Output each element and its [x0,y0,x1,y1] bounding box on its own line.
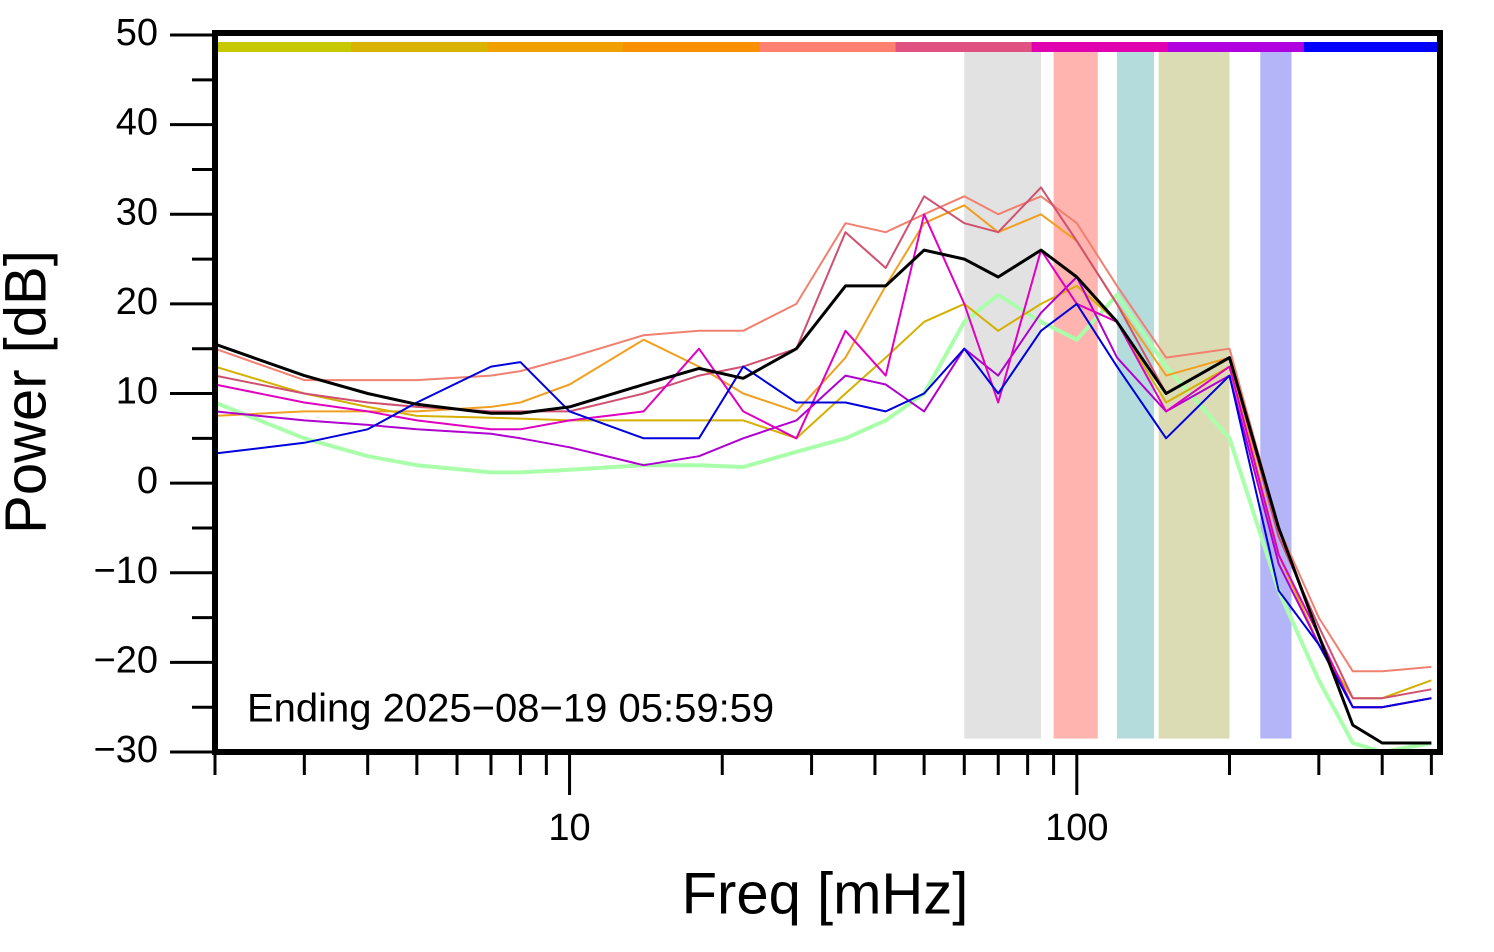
series-line [215,276,1432,709]
series-line [215,213,1432,709]
top-bar-segment [759,42,897,52]
band [1053,48,1098,739]
top-bar-segment [895,42,1033,52]
y-tick-label: 20 [116,281,158,323]
top-bar-segment [623,42,760,52]
top-bar-segment [215,42,352,52]
top-bar-segment [1167,42,1305,52]
band [1158,48,1230,739]
top-bar-segment [487,42,624,52]
top-bar-segment [1031,42,1169,52]
y-tick-label: 10 [116,371,158,413]
x-axis-label: Freq [mHz] [682,861,969,926]
band [1260,48,1292,739]
annotation: Ending 2025−08−19 05:59:59 [247,687,774,731]
band [964,48,1042,739]
lines [215,186,1432,752]
top-bar-segment [351,42,488,52]
y-tick-label: −10 [94,550,158,592]
y-tick-label: −20 [94,639,158,681]
y-axis-label: Power [dB] [0,250,58,534]
y-tick-label: 0 [137,460,158,502]
y-tick-label: −30 [94,729,158,771]
x-tick-label: 10 [548,807,590,849]
series-line [215,248,1432,745]
top-bar-segment [1303,42,1441,52]
series-line [215,302,1432,709]
y-tick-label: 30 [116,191,158,233]
series-line [215,292,1432,752]
series-line [215,186,1432,700]
x-tick-label: 100 [1045,807,1108,849]
y-tick-label: 40 [116,102,158,144]
y-tick-label: 50 [116,12,158,54]
